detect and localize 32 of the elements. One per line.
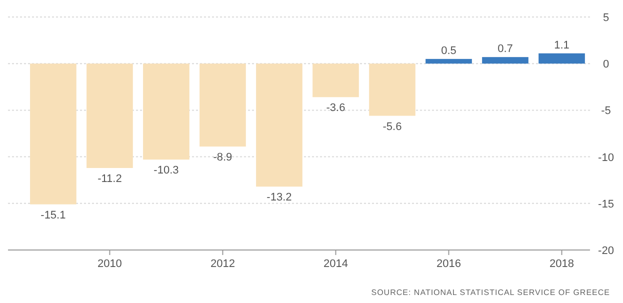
data-label: 0.5	[441, 44, 456, 57]
data-label: 0.7	[498, 43, 513, 56]
x-tick-label: 2018	[550, 258, 574, 270]
bar	[30, 64, 76, 204]
y-tick-label: 0	[602, 58, 610, 71]
data-label: -5.6	[382, 120, 402, 133]
x-tick-label: 2012	[210, 258, 235, 270]
x-tick-label: 2010	[97, 258, 122, 270]
bar	[482, 57, 528, 64]
source-note: SOURCE: NATIONAL STATISTICAL SERVICE OF GREECE	[371, 288, 610, 297]
data-label: -3.6	[326, 102, 346, 114]
data-label: -15.1	[40, 209, 66, 222]
data-label: -11.2	[98, 172, 122, 185]
y-tick-label: -10	[598, 152, 614, 164]
y-tick-label: 5	[602, 12, 610, 24]
y-tick-label: -15	[598, 198, 614, 210]
bar	[312, 64, 359, 98]
data-label: 1.1	[554, 39, 570, 52]
bar	[538, 53, 585, 64]
bar	[86, 64, 133, 168]
x-tick-label: 2016	[436, 258, 461, 270]
x-tick-label: 2014	[323, 258, 348, 270]
y-tick-label: -20	[598, 245, 614, 257]
y-tick-label: -5	[601, 105, 611, 118]
data-label: -8.9	[213, 152, 232, 164]
bar	[369, 64, 416, 116]
data-label: -13.2	[266, 192, 292, 204]
data-label: -10.3	[154, 164, 179, 177]
bar	[426, 58, 472, 64]
bar	[256, 64, 302, 187]
bar	[143, 64, 190, 160]
bar	[200, 64, 246, 147]
